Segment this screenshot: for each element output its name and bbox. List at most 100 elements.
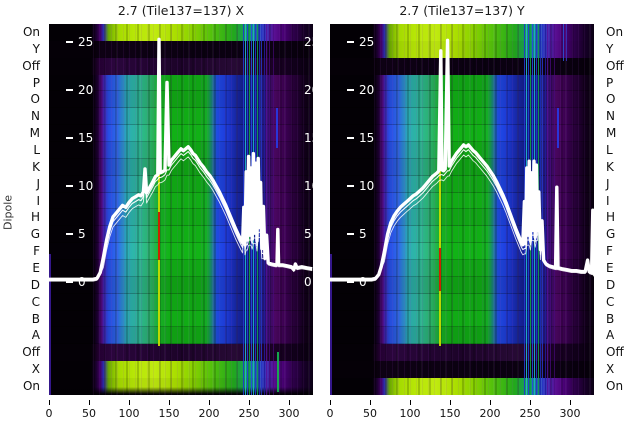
x-tick-mark	[529, 400, 531, 405]
ytick-mark	[66, 185, 73, 188]
heatmap-row-f-13	[330, 243, 594, 261]
ytick-text: 10	[78, 179, 94, 194]
x-tick-label: 50	[363, 407, 377, 420]
heatmap-row-f-13	[49, 243, 313, 261]
heatmap-row-o-4	[49, 91, 313, 109]
heatmap-row-d-15	[330, 276, 594, 294]
heatmap-row-off-2	[330, 57, 594, 75]
ytick-mark	[66, 281, 73, 284]
heatmap-row-n-5	[49, 108, 313, 126]
ytick-text: 5	[78, 227, 86, 242]
dipole-label-m-6: M	[29, 126, 40, 141]
ytick-text: 0	[359, 275, 367, 290]
heatmap-row-d-15	[49, 276, 313, 294]
x-tick-label: 250	[519, 407, 541, 420]
inner-ytick-label: 25	[347, 35, 374, 49]
heatmap-row-p-3	[49, 74, 313, 92]
dipole-label-on-0: On	[22, 24, 40, 39]
x-tick-label: 150	[439, 407, 461, 420]
heatmap-row-on-0	[49, 24, 313, 41]
heatmap-row-off-19	[330, 344, 594, 362]
heatmap-row-e-14	[330, 260, 594, 277]
dipole-label-off-2: Off	[22, 58, 40, 73]
heatmap-row-m-6	[330, 125, 594, 143]
x-tick-label: 100	[399, 407, 421, 420]
dipole-label-k-8: K	[32, 159, 40, 174]
x-tick-mark	[449, 400, 451, 405]
dipole-label-off-19: Off	[606, 345, 624, 360]
dipole-label-b-17: B	[606, 311, 615, 326]
dipole-label-e-14: E	[606, 261, 614, 276]
x-tick-mark	[489, 400, 491, 405]
dipole-label-a-18: A	[31, 328, 40, 343]
dipole-curve	[49, 37, 313, 281]
dipole-label-j-9: J	[606, 176, 610, 191]
dipole-label-g-12: G	[30, 227, 40, 242]
inner-ytick-label: 5	[66, 227, 86, 241]
heatmap-row-c-16	[49, 293, 313, 311]
inner-ytick-label-right: 0	[304, 275, 312, 290]
x-tick-mark	[208, 400, 210, 405]
ytick-mark	[347, 89, 354, 92]
dipole-label-a-18: A	[606, 328, 615, 343]
inner-ytick-label: 0	[347, 275, 367, 289]
ytick-mark	[347, 281, 354, 284]
inner-ytick-label: 20	[66, 83, 93, 97]
heatmap-panel-x: 0 5 10 15 20 25 0 5 10 15 20 25	[49, 24, 313, 395]
dipole-label-f-13: F	[33, 244, 40, 259]
heatmap-row-b-17	[49, 310, 313, 328]
ytick-text: 20	[78, 83, 94, 98]
dipole-label-y-1: Y	[32, 41, 40, 56]
x-tick-label: 0	[45, 407, 53, 420]
ytick-mark	[347, 233, 354, 236]
x-tick-label: 200	[479, 407, 501, 420]
ytick-text: 25	[78, 35, 94, 50]
heatmap-row-x-20	[330, 361, 594, 379]
x-tick-label: 0	[326, 407, 334, 420]
x-tick-mark	[569, 400, 571, 405]
dipole-label-x-20: X	[606, 362, 615, 377]
x-tick-label: 300	[278, 407, 300, 420]
heatmap-row-on-21	[330, 378, 594, 395]
ytick-text: 15	[359, 131, 375, 146]
ytick-text: 0	[78, 275, 86, 290]
heatmap-row-o-4	[330, 91, 594, 109]
heatmap-row-off-19	[49, 344, 313, 362]
dipole-label-i-10: I	[36, 193, 40, 208]
heatmap-row-on-0	[330, 24, 594, 41]
dipole-label-h-11: H	[606, 210, 616, 225]
heatmap-row-b-17	[330, 310, 594, 328]
ytick-mark	[66, 41, 73, 44]
dipole-label-off-2: Off	[606, 58, 624, 73]
x-tick-label: 300	[559, 407, 581, 420]
heatmap-row-e-14	[49, 260, 313, 277]
dipole-label-d-15: D	[30, 277, 40, 292]
dipole-label-d-15: D	[606, 277, 616, 292]
heatmap-row-a-18	[330, 327, 594, 345]
inner-ytick-label-right: 20	[304, 83, 313, 98]
x-tick-label: 200	[198, 407, 220, 420]
x-tick-mark	[128, 400, 130, 405]
x-tick-mark	[409, 400, 411, 405]
ytick-text: 25	[359, 35, 375, 50]
x-tick-mark	[288, 400, 290, 405]
dipole-label-l-7: L	[33, 142, 40, 157]
panel-title-x: 2.7 (Tile137=137) X	[117, 3, 245, 18]
heatmap-row-y-1	[49, 40, 313, 58]
inner-ytick-label-right: 15	[304, 131, 313, 146]
dipole-curve-svg	[49, 37, 313, 282]
ytick-text: 20	[359, 83, 375, 98]
dipole-label-on-21: On	[606, 379, 624, 394]
dipole-label-p-3: P	[32, 75, 40, 90]
dipole-label-on-21: On	[22, 379, 40, 394]
x-tick-label: 250	[238, 407, 260, 420]
ytick-text: 10	[359, 179, 375, 194]
heatmap-row-off-2	[49, 57, 313, 75]
heatmap-row-l-7	[330, 142, 594, 159]
dipole-label-i-10: I	[606, 193, 610, 208]
heatmap-row-y-1	[330, 40, 594, 58]
inner-ytick-label-right: 25	[304, 35, 313, 50]
ytick-mark	[347, 41, 354, 44]
dipole-label-c-16: C	[31, 294, 40, 309]
x-tick-mark	[369, 400, 371, 405]
